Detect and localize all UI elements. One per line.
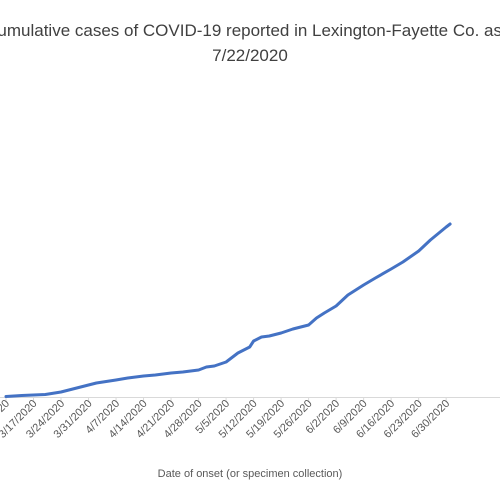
x-axis-label: Date of onset (or specimen collection) <box>157 468 343 480</box>
chart-title-line-1: Cumulative cases of COVID-19 reported in… <box>0 21 500 40</box>
chart-title-line-2: 7/22/2020 <box>212 46 288 65</box>
series-layer <box>4 222 452 398</box>
series-line <box>4 222 452 398</box>
x-axis-ticks: 3/10/20203/17/20203/24/20203/31/20204/7/… <box>0 397 452 441</box>
